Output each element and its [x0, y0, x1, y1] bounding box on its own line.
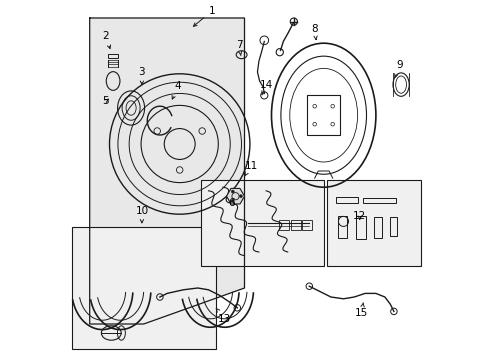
Text: 14: 14 — [259, 80, 272, 95]
Bar — [201, 180, 323, 266]
Bar — [373, 217, 381, 238]
Text: 3: 3 — [138, 67, 145, 84]
Text: 2: 2 — [102, 31, 110, 49]
Circle shape — [231, 190, 234, 193]
Text: 1: 1 — [193, 6, 215, 26]
Text: 6: 6 — [228, 198, 235, 208]
Text: 4: 4 — [172, 81, 181, 99]
Bar — [363, 198, 395, 203]
Bar — [336, 197, 357, 203]
Text: 9: 9 — [394, 60, 402, 77]
Bar — [389, 217, 397, 236]
Bar — [291, 220, 301, 230]
Bar — [108, 54, 118, 58]
Text: 8: 8 — [311, 24, 317, 40]
Bar — [337, 216, 346, 238]
Text: 7: 7 — [235, 40, 242, 55]
Circle shape — [231, 199, 234, 202]
Text: 11: 11 — [244, 161, 257, 176]
Text: 12: 12 — [352, 211, 366, 221]
Text: 13: 13 — [216, 309, 231, 324]
Circle shape — [239, 195, 242, 198]
Text: 5: 5 — [102, 96, 109, 106]
Bar — [326, 180, 420, 266]
Text: 10: 10 — [135, 206, 148, 223]
Bar — [355, 216, 366, 239]
Text: 15: 15 — [354, 303, 367, 318]
Polygon shape — [89, 18, 244, 324]
Bar — [302, 220, 311, 230]
Bar — [278, 220, 288, 230]
Bar — [72, 227, 215, 349]
Bar — [307, 95, 339, 135]
